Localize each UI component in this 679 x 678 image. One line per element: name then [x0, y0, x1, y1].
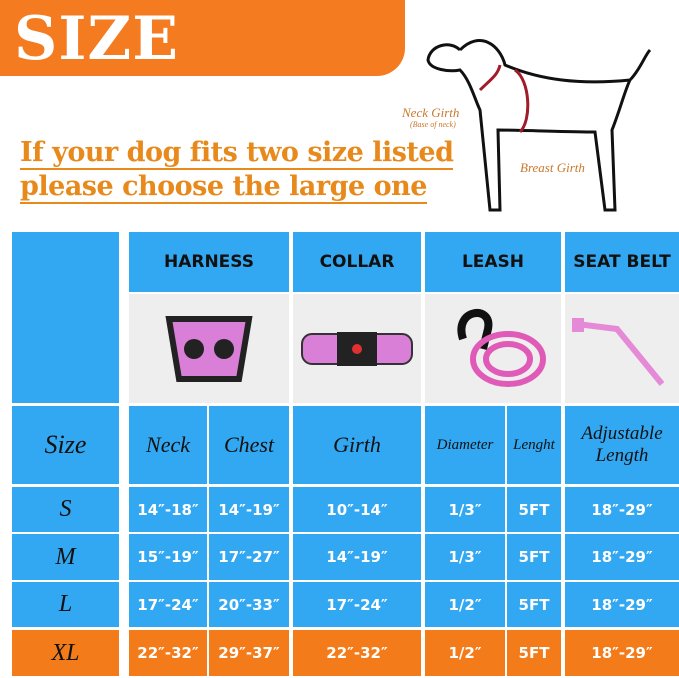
- subheader-neck: Neck: [129, 406, 207, 484]
- cell-length: 5FT: [507, 630, 561, 676]
- subheader-length: Lenght: [507, 406, 561, 484]
- leash-icon: [457, 308, 546, 387]
- cell-adjustable: 18″-29″: [565, 487, 679, 532]
- breast-girth-label: Breast Girth: [520, 160, 585, 175]
- harness-image: [129, 294, 289, 403]
- subheader-chest: Chest: [209, 406, 289, 484]
- seat-belt-image: [565, 294, 679, 403]
- cell-length: 5FT: [507, 534, 561, 580]
- cell-girth: 22″-32″: [293, 630, 421, 676]
- cell-neck: 17″-24″: [129, 582, 207, 627]
- cell-chest: 14″-19″: [209, 487, 289, 532]
- seat-belt-header: SEAT BELT: [565, 232, 679, 292]
- cell-girth: 10″-14″: [293, 487, 421, 532]
- note-line-1: If your dog fits two size listed: [20, 137, 454, 170]
- cell-girth: 14″-19″: [293, 534, 421, 580]
- cell-diameter: 1/2″: [425, 630, 505, 676]
- size-column-header: [12, 232, 119, 403]
- dog-diagram-icon: [426, 39, 652, 212]
- cell-length: 5FT: [507, 582, 561, 627]
- cell-size: S: [12, 487, 119, 532]
- title: SIZE CHART: [14, 4, 264, 144]
- cell-size: L: [12, 582, 119, 627]
- cell-neck: 22″-32″: [129, 630, 207, 676]
- cell-girth: 17″-24″: [293, 582, 421, 627]
- subheader-diameter: Diameter: [425, 406, 505, 484]
- collar-image: [293, 294, 421, 403]
- cell-length: 5FT: [507, 487, 561, 532]
- cell-adjustable: 18″-29″: [565, 630, 679, 676]
- cell-size: M: [12, 534, 119, 580]
- cell-diameter: 1/3″: [425, 487, 505, 532]
- collar-icon: [301, 331, 413, 366]
- title-banner: SIZE CHART: [0, 0, 405, 144]
- leash-header: LEASH: [425, 232, 561, 292]
- cell-size: XL: [12, 630, 119, 676]
- cell-adjustable: 18″-29″: [565, 534, 679, 580]
- seat-belt-icon: [572, 317, 665, 386]
- neck-girth-label: Neck Girth: [402, 105, 460, 120]
- cell-adjustable: 18″-29″: [565, 582, 679, 627]
- subheader-adjustable-length: Adjustable Length: [565, 406, 679, 484]
- cell-chest: 29″-37″: [209, 630, 289, 676]
- leash-image: [425, 294, 561, 403]
- cell-neck: 14″-18″: [129, 487, 207, 532]
- cell-chest: 17″-27″: [209, 534, 289, 580]
- cell-diameter: 1/3″: [425, 534, 505, 580]
- note-line-2: please choose the large one: [20, 171, 427, 204]
- harness-icon: [165, 315, 253, 382]
- neck-girth-sublabel: (Base of neck): [410, 120, 456, 129]
- harness-header: HARNESS: [129, 232, 289, 292]
- cell-chest: 20″-33″: [209, 582, 289, 627]
- cell-neck: 15″-19″: [129, 534, 207, 580]
- cell-diameter: 1/2″: [425, 582, 505, 627]
- collar-header: COLLAR: [293, 232, 421, 292]
- subheader-girth: Girth: [293, 406, 421, 484]
- subheader-size: Size: [12, 406, 119, 484]
